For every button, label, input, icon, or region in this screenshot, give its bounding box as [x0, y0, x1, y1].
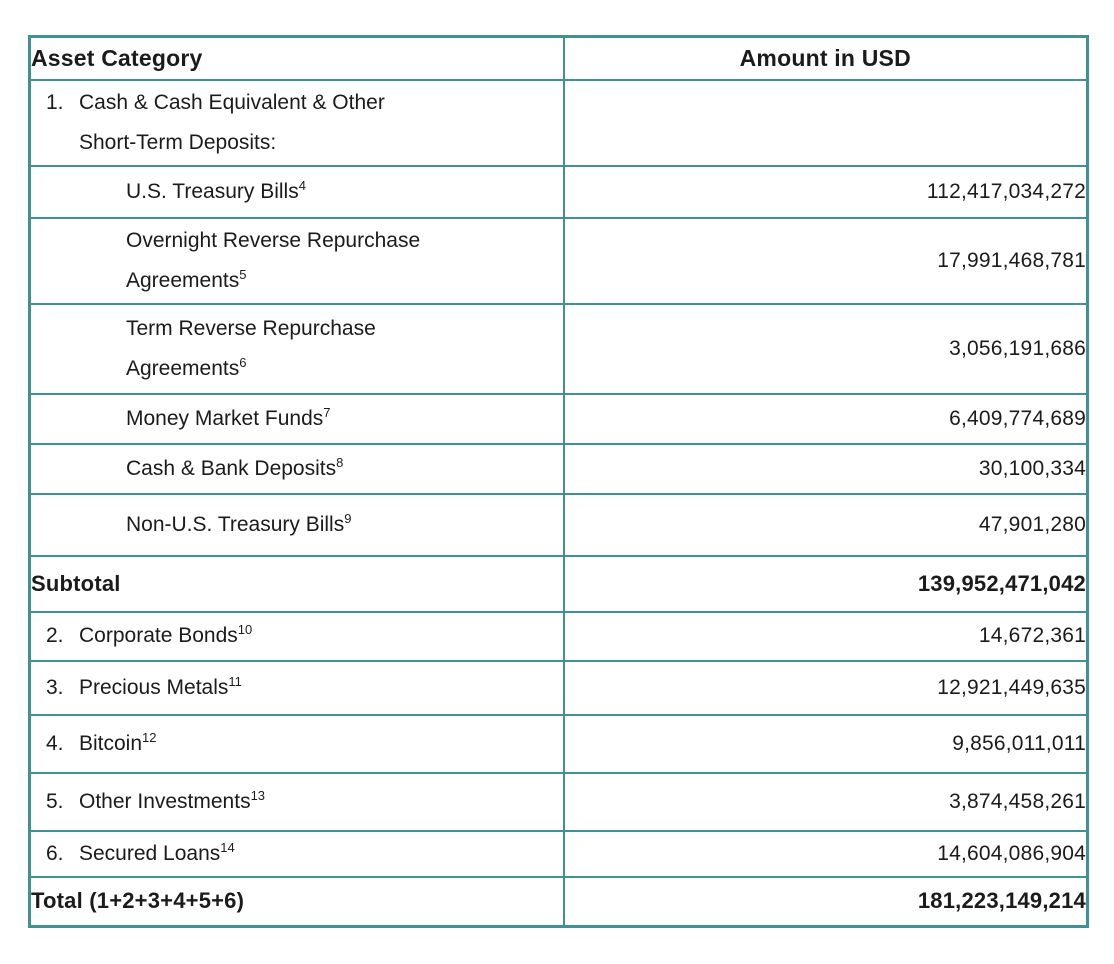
table-row: 5. Other Investments13 3,874,458,261	[28, 771, 1089, 832]
footnote-ref: 9	[344, 510, 352, 526]
footnote-ref: 13	[250, 787, 266, 803]
row-label: U.S. Treasury Bills4	[126, 177, 306, 203]
row-amount: 30,100,334	[562, 442, 1089, 495]
row-amount: 14,672,361	[562, 610, 1089, 662]
footnote-ref: 6	[239, 354, 247, 370]
row-amount: 3,056,191,686	[562, 302, 1089, 395]
reserves-table-container: Asset Category Amount in USD 1. Cash & C…	[28, 35, 1089, 928]
row-number: 3.	[46, 675, 64, 699]
subtotal-row: Subtotal 139,952,471,042	[28, 554, 1089, 613]
table-row: Overnight Reverse Repurchase Agreements5…	[28, 216, 1089, 305]
row-label: Cash & Cash Equivalent & Other Short-Ter…	[79, 90, 385, 154]
row-amount: 6,409,774,689	[562, 392, 1089, 445]
footnote-ref: 5	[239, 266, 247, 282]
row-label: Secured Loans14	[79, 839, 235, 865]
table-row: Money Market Funds7 6,409,774,689	[28, 392, 1089, 445]
row-number: 1.	[46, 90, 64, 114]
table-row: 4. Bitcoin12 9,856,011,011	[28, 713, 1089, 774]
row-label: Cash & Bank Deposits8	[126, 454, 344, 480]
subtotal-label: Subtotal	[28, 554, 565, 613]
header-row: Asset Category Amount in USD	[28, 35, 1089, 81]
row-label: Bitcoin12	[79, 729, 157, 755]
total-row: Total (1+2+3+4+5+6) 181,223,149,214	[28, 875, 1089, 928]
table-row: 3. Precious Metals11 12,921,449,635	[28, 659, 1089, 716]
footnote-ref: 14	[220, 839, 235, 855]
table-row: 6. Secured Loans14 14,604,086,904	[28, 829, 1089, 878]
row-label: Money Market Funds7	[126, 404, 331, 430]
footnote-ref: 11	[228, 673, 242, 689]
row-label: Overnight Reverse Repurchase Agreements5	[126, 228, 421, 292]
table-row: Non-U.S. Treasury Bills9 47,901,280	[28, 492, 1089, 557]
footnote-ref: 4	[298, 177, 306, 193]
row-amount: 12,921,449,635	[562, 659, 1089, 716]
row-amount: 9,856,011,011	[562, 713, 1089, 774]
row-amount	[562, 78, 1089, 167]
total-amount: 181,223,149,214	[562, 875, 1089, 928]
row-number: 6.	[46, 841, 64, 865]
footnote-ref: 12	[142, 729, 157, 745]
row-amount: 112,417,034,272	[562, 164, 1089, 219]
footnote-ref: 7	[323, 404, 331, 420]
row-amount: 14,604,086,904	[562, 829, 1089, 878]
total-label: Total (1+2+3+4+5+6)	[28, 875, 565, 928]
table-row: Term Reverse Repurchase Agreements6 3,05…	[28, 302, 1089, 395]
row-amount: 47,901,280	[562, 492, 1089, 557]
row-amount: 3,874,458,261	[562, 771, 1089, 832]
row-label: Corporate Bonds10	[79, 622, 253, 647]
footnote-ref: 8	[336, 454, 344, 470]
row-number: 2.	[46, 624, 64, 647]
subtotal-amount: 139,952,471,042	[562, 554, 1089, 613]
table-row: 2. Corporate Bonds10 14,672,361	[28, 610, 1089, 662]
footnote-ref: 10	[237, 622, 253, 637]
row-number: 4.	[46, 731, 64, 755]
table-row: 1. Cash & Cash Equivalent & Other Short-…	[28, 78, 1089, 167]
column-header-amount-in-usd: Amount in USD	[562, 35, 1089, 81]
row-label: Term Reverse Repurchase Agreements6	[126, 316, 376, 380]
row-label: Other Investments13	[79, 787, 266, 813]
row-label: Non-U.S. Treasury Bills9	[126, 510, 352, 536]
table-row: Cash & Bank Deposits8 30,100,334	[28, 442, 1089, 495]
row-number: 5.	[46, 789, 64, 813]
table-row: U.S. Treasury Bills4 112,417,034,272	[28, 164, 1089, 219]
asset-reserves-table: Asset Category Amount in USD 1. Cash & C…	[28, 35, 1089, 928]
row-label: Precious Metals11	[79, 673, 242, 699]
row-amount: 17,991,468,781	[562, 216, 1089, 305]
column-header-asset-category: Asset Category	[28, 35, 565, 81]
